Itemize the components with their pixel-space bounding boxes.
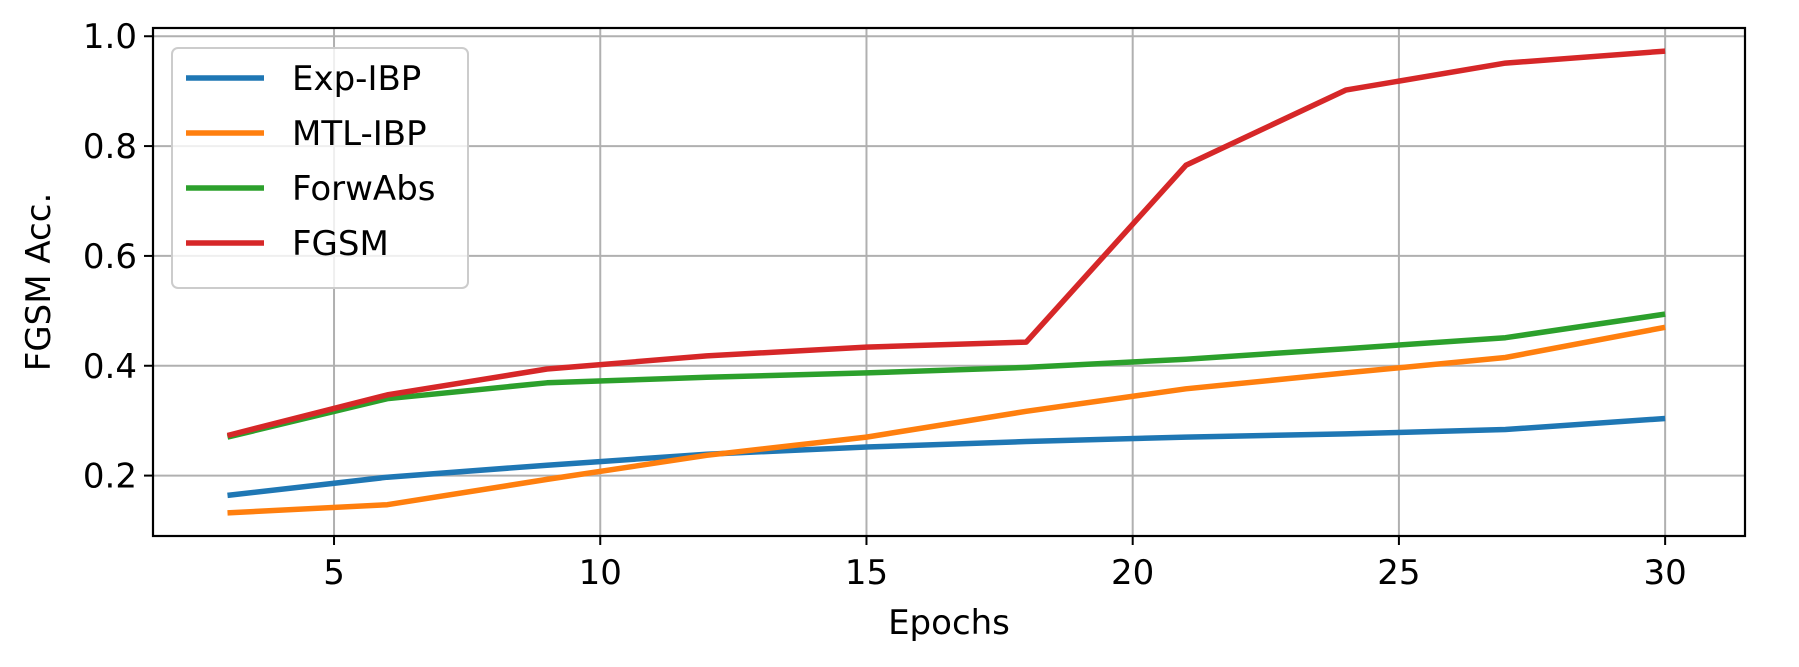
legend: Exp-IBP MTL-IBP ForwAbs FGSM <box>171 47 469 289</box>
ticks: 5 10 15 20 25 30 0.2 0.4 0.6 0.8 1.0 <box>83 17 1687 593</box>
y-tick-label: 0.6 <box>83 237 137 277</box>
plot-frame <box>151 26 1747 538</box>
series-line-fgsm <box>226 48 1666 439</box>
legend-label: FGSM <box>292 224 389 264</box>
legend-box <box>171 47 469 289</box>
x-tick-label: 25 <box>1377 553 1420 593</box>
x-tick-label: 15 <box>845 553 888 593</box>
series-line-exp-ibp <box>227 415 1666 499</box>
y-axis-label: FGSM Acc. <box>19 193 59 371</box>
y-tick-label: 0.8 <box>83 127 137 167</box>
legend-label: MTL-IBP <box>292 114 427 154</box>
series-line-forwabs <box>226 311 1666 440</box>
x-tick-label: 20 <box>1111 553 1154 593</box>
series-line-mtl-ibp <box>227 324 1666 516</box>
x-axis-label: Epochs <box>888 603 1010 643</box>
y-tick-label: 1.0 <box>83 17 137 57</box>
legend-label: Exp-IBP <box>292 59 421 99</box>
x-tick-label: 30 <box>1644 553 1687 593</box>
x-tick-label: 5 <box>323 553 345 593</box>
legend-label: ForwAbs <box>292 169 436 209</box>
y-tick-label: 0.2 <box>83 457 137 497</box>
y-tick-label: 0.4 <box>83 347 137 387</box>
x-tick-label: 10 <box>579 553 622 593</box>
series-lines <box>226 48 1666 516</box>
